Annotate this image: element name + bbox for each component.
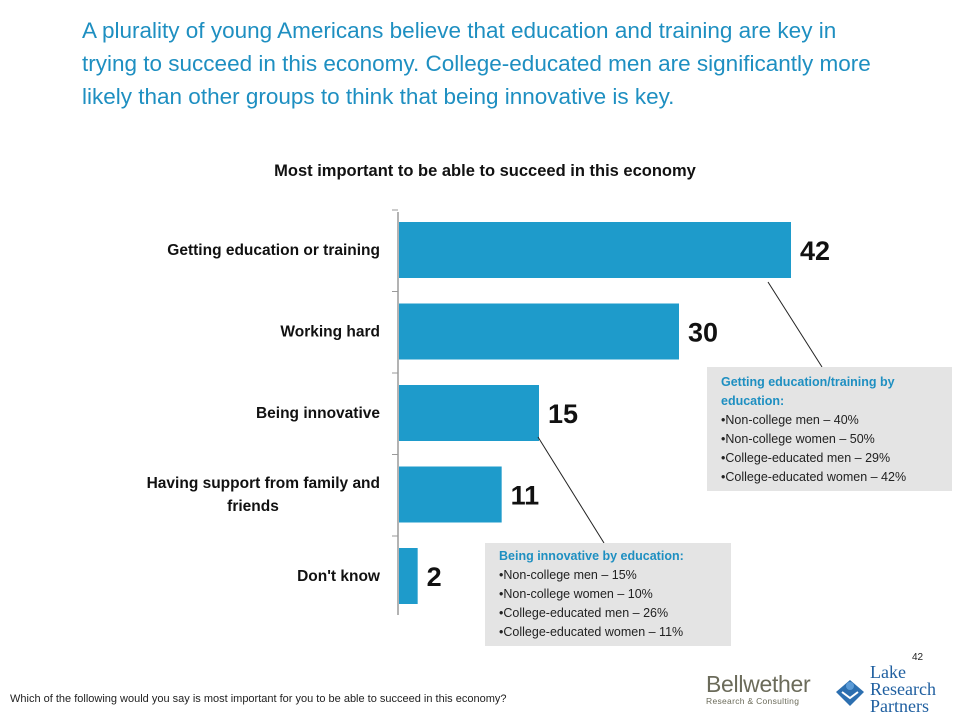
bar bbox=[399, 385, 539, 441]
bellwether-logo-subtitle: Research & Consulting bbox=[706, 696, 800, 706]
page-number: 42 bbox=[912, 652, 924, 663]
footnote-question: Which of the following would you say is … bbox=[10, 693, 507, 705]
data-label: 2 bbox=[427, 562, 442, 592]
bar bbox=[399, 548, 418, 604]
lake-research-logo: Lake Research Partners bbox=[832, 662, 956, 718]
callout-item: Non-college women – 10% bbox=[499, 585, 721, 604]
data-label: 42 bbox=[800, 236, 830, 266]
category-label: Working hard bbox=[280, 324, 380, 341]
callout-item: Non-college men – 15% bbox=[499, 566, 721, 585]
callout-leader-line bbox=[537, 436, 605, 544]
callout-item: College-educated women – 11% bbox=[499, 623, 721, 642]
callout-innovative-breakdown: Being innovative by education: Non-colle… bbox=[485, 543, 731, 646]
callout-item: Non-college men – 40% bbox=[721, 411, 942, 430]
lake-logo-line: Partners bbox=[870, 696, 929, 716]
callout-item: College-educated women – 42% bbox=[721, 468, 942, 487]
callout-innovative-title: Being innovative by education: bbox=[499, 549, 684, 563]
bar bbox=[399, 222, 791, 278]
lake-logo-line: Research bbox=[870, 679, 936, 699]
data-label: 15 bbox=[548, 399, 578, 429]
callout-item: Non-college women – 50% bbox=[721, 430, 942, 449]
data-label: 11 bbox=[511, 481, 540, 511]
callout-item: College-educated men – 26% bbox=[499, 604, 721, 623]
data-label: 30 bbox=[688, 318, 718, 348]
bellwether-logo-name: Bellwether bbox=[706, 671, 811, 697]
puzzle-piece-icon bbox=[836, 680, 864, 706]
chart-title: Most important to be able to succeed in … bbox=[274, 162, 696, 180]
lake-logo-text: Lake Research Partners bbox=[870, 662, 936, 716]
bar bbox=[399, 303, 679, 360]
bellwether-logo: Bellwether Research & Consulting bbox=[706, 672, 816, 716]
callout-education-title: Getting education/training by education: bbox=[721, 375, 895, 408]
callout-education-list: Non-college men – 40% Non-college women … bbox=[721, 411, 942, 487]
category-label: Being innovative bbox=[256, 405, 380, 422]
callout-item: College-educated men – 29% bbox=[721, 449, 942, 468]
lake-logo-line: Lake bbox=[870, 662, 906, 682]
headline: A plurality of young Americans believe t… bbox=[82, 18, 871, 109]
category-label: Having support from family and friends bbox=[147, 475, 380, 515]
callout-leader-line bbox=[767, 281, 823, 368]
callout-innovative-list: Non-college men – 15% Non-college women … bbox=[499, 566, 721, 642]
callout-education-breakdown: Getting education/training by education:… bbox=[707, 367, 952, 491]
category-label: Getting education or training bbox=[167, 242, 380, 259]
bar bbox=[399, 466, 502, 523]
category-label: Don't know bbox=[297, 568, 381, 585]
